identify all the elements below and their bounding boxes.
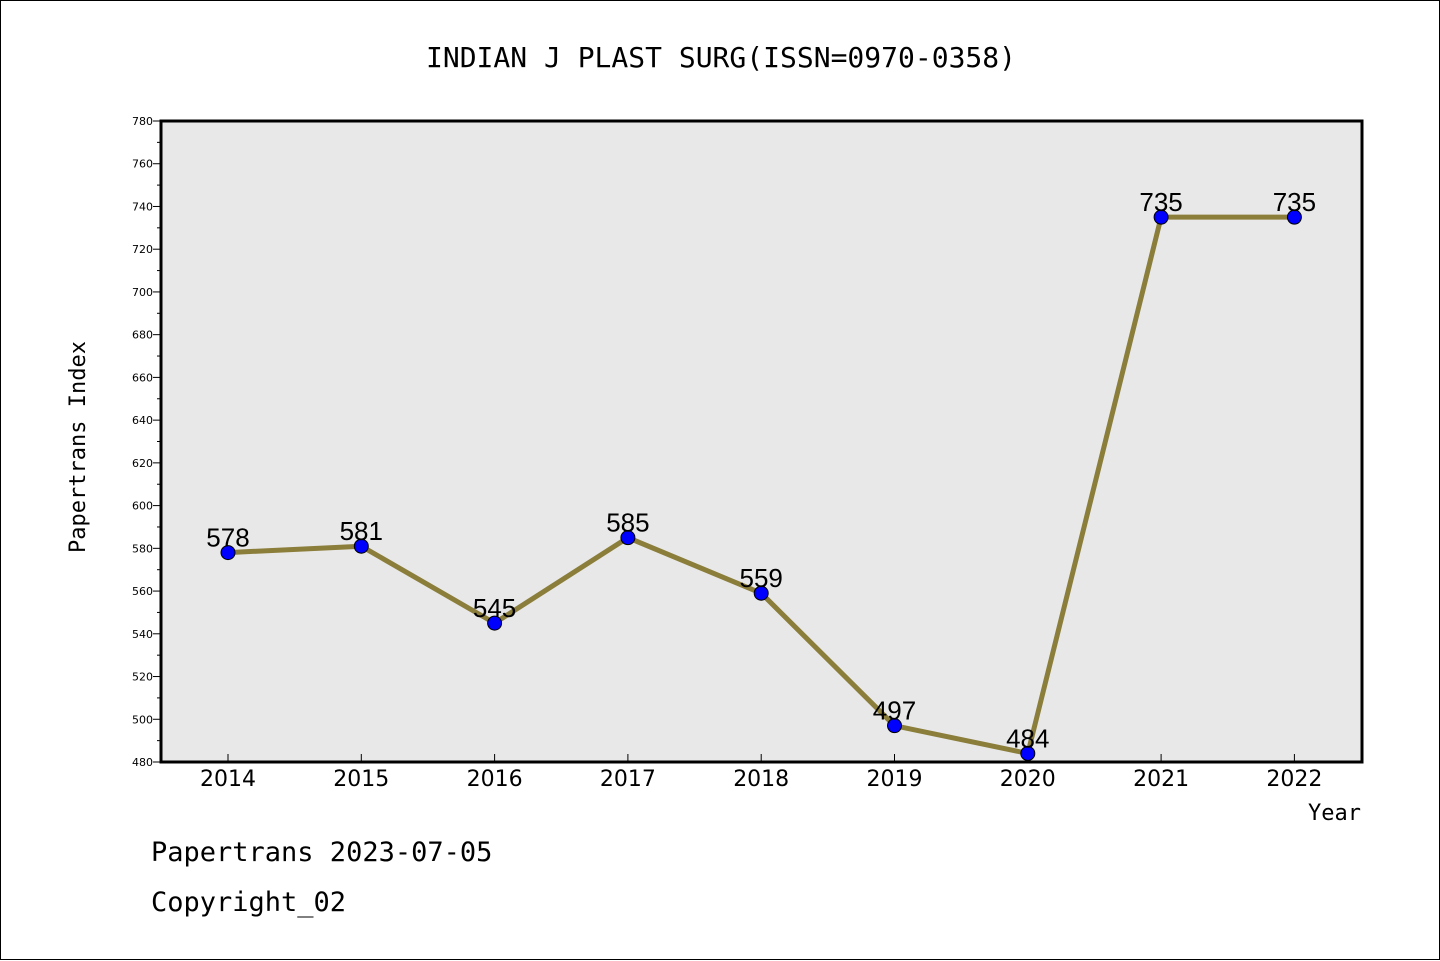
y-tick-label: 600 [132,500,153,513]
footer-date: Papertrans 2023-07-05 [151,837,493,868]
data-label: 484 [1006,723,1049,753]
x-tick-label: 2022 [1266,767,1322,792]
data-label: 559 [740,563,783,593]
data-label: 581 [340,516,383,546]
y-tick-label: 760 [132,158,153,171]
y-tick-label: 620 [132,457,153,470]
x-tick-label: 2019 [867,767,923,792]
data-label: 735 [1139,187,1182,217]
data-point [353,538,369,554]
x-tick-label: 2016 [467,767,523,792]
data-point [487,615,503,631]
plot-area [159,119,1364,764]
y-tick-label: 740 [132,200,153,213]
y-tick-label: 700 [132,286,153,299]
footer-copyright: Copyright_02 [151,887,347,918]
y-tick-label: 680 [132,329,153,342]
data-label: 578 [206,523,249,553]
data-label: 735 [1273,187,1316,217]
y-tick-label: 540 [132,628,153,641]
series-group: 578 581 545 585 559 497 484 735 735 [206,187,1316,761]
y-axis-label: Papertrans Index [66,341,91,553]
y-tick-label: 660 [132,371,153,384]
x-axis: 2014 2015 2016 2017 2018 2019 2020 2021 2022 [200,754,1322,792]
y-axis: 480 500 520 540 560 580 600 620 640 660 680 700 720 7… [132,115,161,769]
data-point [620,530,636,546]
y-tick-label: 500 [132,713,153,726]
y-tick-label: 480 [132,756,153,769]
x-tick-label: 2020 [1000,767,1056,792]
y-tick-label: 560 [132,585,153,598]
y-tick-label: 720 [132,243,153,256]
data-label: 497 [873,696,916,726]
y-tick-label: 780 [132,115,153,128]
data-point [1153,209,1169,225]
x-tick-label: 2021 [1133,767,1189,792]
x-axis-label: Year [1308,801,1361,826]
x-tick-label: 2018 [733,767,789,792]
data-point [887,718,902,734]
data-point [753,585,769,601]
y-tick-label: 640 [132,414,153,427]
data-point [1020,745,1036,761]
data-label: 585 [606,508,649,538]
x-tick-label: 2014 [200,767,256,792]
x-tick-label: 2015 [333,767,389,792]
y-tick-label: 580 [132,542,153,555]
chart-title: INDIAN J PLAST SURG(ISSN=0970-0358) [426,41,1016,74]
data-point [1286,209,1302,225]
data-label: 545 [473,593,516,623]
y-tick-label: 520 [132,671,153,684]
x-tick-label: 2017 [600,767,656,792]
data-point [220,545,236,561]
